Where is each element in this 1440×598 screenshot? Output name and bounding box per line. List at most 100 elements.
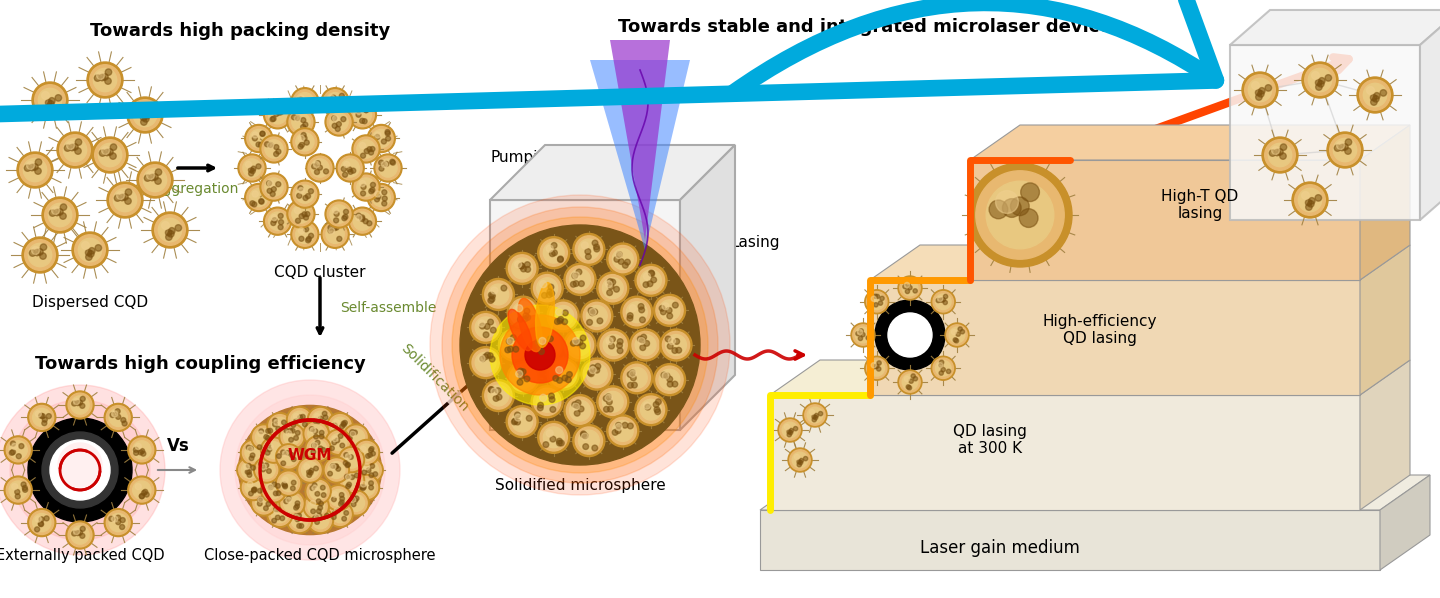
Circle shape — [252, 202, 256, 207]
Circle shape — [370, 185, 393, 209]
Circle shape — [305, 495, 327, 517]
Circle shape — [628, 423, 634, 429]
Circle shape — [42, 417, 48, 422]
Circle shape — [900, 278, 920, 298]
Circle shape — [279, 490, 305, 517]
Circle shape — [238, 154, 266, 182]
Circle shape — [274, 491, 278, 496]
Polygon shape — [1359, 245, 1410, 395]
Circle shape — [35, 159, 42, 166]
Circle shape — [236, 457, 264, 483]
Circle shape — [667, 343, 672, 349]
Circle shape — [469, 312, 501, 343]
Circle shape — [622, 263, 628, 268]
Circle shape — [276, 426, 281, 431]
Circle shape — [154, 178, 161, 184]
Circle shape — [789, 431, 793, 435]
Circle shape — [660, 300, 680, 321]
Circle shape — [553, 364, 573, 385]
Circle shape — [295, 133, 314, 151]
Polygon shape — [870, 280, 1359, 395]
Circle shape — [1259, 87, 1266, 94]
Polygon shape — [490, 200, 680, 430]
Circle shape — [284, 428, 301, 445]
Circle shape — [343, 424, 369, 450]
Circle shape — [639, 345, 645, 350]
Circle shape — [252, 487, 256, 492]
Circle shape — [311, 164, 317, 169]
Circle shape — [249, 456, 253, 460]
Circle shape — [549, 291, 554, 297]
Circle shape — [289, 453, 294, 457]
Circle shape — [46, 99, 52, 106]
Circle shape — [266, 188, 272, 193]
Circle shape — [431, 195, 730, 495]
Circle shape — [667, 376, 672, 382]
Circle shape — [491, 327, 497, 333]
Circle shape — [475, 352, 495, 373]
Circle shape — [268, 428, 272, 433]
Polygon shape — [1420, 10, 1440, 220]
Circle shape — [274, 145, 279, 150]
Circle shape — [328, 225, 333, 230]
Circle shape — [287, 431, 292, 436]
Circle shape — [52, 206, 59, 215]
Circle shape — [557, 316, 563, 322]
Circle shape — [258, 462, 275, 478]
Circle shape — [79, 533, 85, 538]
Circle shape — [310, 483, 327, 500]
Circle shape — [292, 182, 317, 206]
Circle shape — [526, 340, 554, 370]
Circle shape — [566, 397, 593, 424]
Circle shape — [524, 267, 530, 272]
Circle shape — [265, 442, 282, 459]
Circle shape — [115, 520, 121, 524]
Circle shape — [266, 502, 271, 507]
Circle shape — [537, 278, 557, 298]
Circle shape — [297, 513, 301, 518]
Circle shape — [507, 362, 539, 394]
Circle shape — [252, 136, 258, 141]
Circle shape — [75, 234, 105, 266]
Circle shape — [321, 493, 325, 498]
Circle shape — [327, 487, 350, 509]
Circle shape — [29, 250, 36, 257]
Circle shape — [318, 446, 323, 451]
Circle shape — [65, 145, 71, 151]
Circle shape — [940, 298, 945, 302]
Circle shape — [537, 422, 570, 453]
Circle shape — [1339, 144, 1345, 151]
Circle shape — [321, 220, 348, 248]
Circle shape — [540, 280, 547, 288]
Circle shape — [782, 422, 798, 438]
Circle shape — [337, 236, 341, 242]
Circle shape — [1269, 150, 1276, 156]
Circle shape — [243, 159, 261, 177]
Circle shape — [778, 418, 802, 442]
Circle shape — [953, 338, 958, 342]
Circle shape — [143, 115, 150, 122]
Circle shape — [376, 156, 400, 180]
Circle shape — [310, 501, 315, 506]
Circle shape — [564, 263, 596, 295]
Circle shape — [543, 427, 564, 448]
Circle shape — [638, 304, 644, 309]
Circle shape — [488, 298, 494, 303]
Circle shape — [550, 251, 556, 257]
Circle shape — [579, 280, 585, 286]
Text: CQD cluster: CQD cluster — [274, 265, 366, 280]
Circle shape — [334, 464, 338, 469]
Circle shape — [485, 382, 513, 409]
Circle shape — [86, 62, 122, 98]
Circle shape — [85, 249, 92, 256]
Circle shape — [167, 231, 174, 237]
Circle shape — [9, 450, 14, 455]
Circle shape — [289, 438, 294, 442]
Circle shape — [292, 130, 317, 154]
Circle shape — [501, 285, 507, 291]
Circle shape — [641, 399, 661, 420]
Circle shape — [246, 469, 252, 474]
Circle shape — [343, 214, 348, 219]
Text: Vs: Vs — [167, 437, 190, 455]
Circle shape — [1345, 139, 1352, 145]
